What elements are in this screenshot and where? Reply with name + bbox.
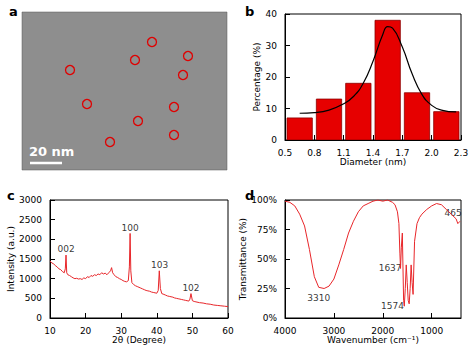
svg-text:100%: 100% <box>251 195 277 205</box>
svg-text:1500: 1500 <box>19 254 42 264</box>
svg-text:4000: 4000 <box>274 326 297 336</box>
svg-text:2.3: 2.3 <box>454 148 468 158</box>
svg-text:b: b <box>245 4 254 19</box>
svg-text:500: 500 <box>25 293 42 303</box>
svg-text:102: 102 <box>182 283 199 293</box>
svg-text:c: c <box>7 188 15 203</box>
svg-text:20: 20 <box>266 72 278 82</box>
svg-text:103: 103 <box>151 260 168 270</box>
svg-text:2000: 2000 <box>371 326 394 336</box>
svg-text:d: d <box>245 188 254 203</box>
svg-text:2θ (Degree): 2θ (Degree) <box>112 335 166 345</box>
svg-text:2000: 2000 <box>19 234 42 244</box>
svg-text:20 nm: 20 nm <box>29 144 74 159</box>
svg-text:Transmittance (%): Transmittance (%) <box>238 218 248 301</box>
svg-text:1000: 1000 <box>420 326 443 336</box>
svg-text:3310: 3310 <box>307 293 330 303</box>
svg-text:1.4: 1.4 <box>366 148 381 158</box>
svg-text:002: 002 <box>57 244 74 254</box>
svg-text:0: 0 <box>271 135 277 145</box>
svg-text:30: 30 <box>266 41 278 51</box>
svg-text:40: 40 <box>266 9 278 19</box>
svg-text:2500: 2500 <box>19 215 42 225</box>
svg-text:Diameter (nm): Diameter (nm) <box>340 157 406 167</box>
svg-text:0.8: 0.8 <box>307 148 322 158</box>
svg-text:40: 40 <box>151 326 163 336</box>
svg-text:1574: 1574 <box>381 301 404 311</box>
svg-text:50%: 50% <box>257 254 277 264</box>
svg-text:1637: 1637 <box>379 263 402 273</box>
svg-text:465: 465 <box>444 208 462 218</box>
svg-text:Percentage (%): Percentage (%) <box>252 42 262 111</box>
svg-text:0.5: 0.5 <box>278 148 292 158</box>
svg-text:60: 60 <box>222 326 234 336</box>
svg-text:0: 0 <box>36 313 42 323</box>
svg-text:0%: 0% <box>263 313 278 323</box>
svg-text:1000: 1000 <box>19 274 42 284</box>
svg-text:1.1: 1.1 <box>337 148 351 158</box>
svg-text:25%: 25% <box>257 284 277 294</box>
svg-text:1.7: 1.7 <box>395 148 409 158</box>
svg-text:Wavenumber (cm⁻¹): Wavenumber (cm⁻¹) <box>327 335 419 345</box>
svg-text:3000: 3000 <box>322 326 345 336</box>
svg-text:20: 20 <box>80 326 92 336</box>
svg-text:10: 10 <box>266 104 278 114</box>
svg-text:30: 30 <box>115 326 127 336</box>
svg-text:10: 10 <box>44 326 56 336</box>
svg-text:a: a <box>9 4 18 19</box>
svg-text:Intensity (a.u.): Intensity (a.u.) <box>6 226 16 292</box>
svg-text:75%: 75% <box>257 225 277 235</box>
svg-text:3000: 3000 <box>19 195 42 205</box>
svg-text:100: 100 <box>122 223 139 233</box>
svg-text:50: 50 <box>187 326 199 336</box>
svg-text:2.0: 2.0 <box>425 148 440 158</box>
